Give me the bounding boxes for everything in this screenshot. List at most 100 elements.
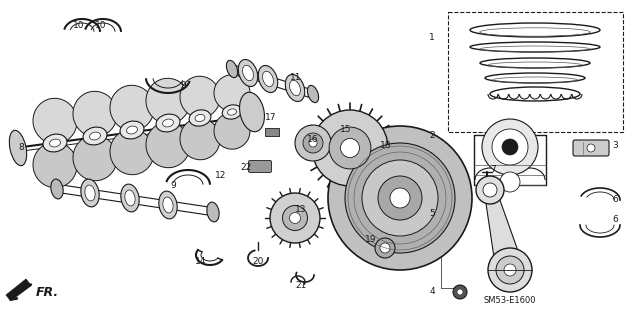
Circle shape — [270, 193, 320, 243]
Circle shape — [282, 205, 307, 231]
Text: 17: 17 — [265, 114, 276, 122]
Circle shape — [375, 238, 395, 258]
Text: 8: 8 — [18, 144, 24, 152]
Circle shape — [312, 110, 388, 186]
Circle shape — [483, 183, 497, 197]
Ellipse shape — [259, 65, 278, 93]
Ellipse shape — [195, 115, 205, 122]
Text: 6: 6 — [612, 196, 618, 204]
Ellipse shape — [262, 71, 273, 87]
FancyBboxPatch shape — [573, 140, 609, 156]
Circle shape — [587, 144, 595, 152]
Ellipse shape — [214, 75, 250, 111]
Circle shape — [303, 133, 323, 153]
Text: 11: 11 — [290, 73, 301, 83]
Circle shape — [345, 143, 455, 253]
Ellipse shape — [83, 127, 107, 145]
Polygon shape — [6, 279, 30, 300]
Text: 15: 15 — [340, 125, 351, 135]
Ellipse shape — [146, 78, 190, 124]
Ellipse shape — [33, 142, 77, 188]
Ellipse shape — [285, 75, 305, 101]
Bar — [265, 128, 279, 136]
Circle shape — [492, 129, 528, 165]
Circle shape — [504, 264, 516, 276]
Text: 7: 7 — [490, 166, 496, 174]
Circle shape — [453, 285, 467, 299]
Circle shape — [340, 138, 360, 158]
Text: 18: 18 — [380, 140, 392, 150]
Circle shape — [380, 243, 390, 253]
Text: 2: 2 — [429, 130, 435, 139]
Ellipse shape — [159, 191, 177, 219]
Ellipse shape — [189, 110, 211, 126]
Ellipse shape — [120, 121, 144, 139]
Text: 6: 6 — [612, 216, 618, 225]
Ellipse shape — [243, 65, 253, 81]
Ellipse shape — [146, 122, 190, 168]
Circle shape — [328, 126, 472, 270]
Ellipse shape — [163, 119, 173, 127]
Text: 16: 16 — [307, 136, 319, 145]
Circle shape — [476, 176, 504, 204]
Bar — [448, 12, 623, 132]
FancyBboxPatch shape — [248, 160, 271, 173]
Ellipse shape — [307, 85, 319, 103]
Ellipse shape — [228, 109, 236, 115]
Circle shape — [378, 176, 422, 220]
Circle shape — [500, 172, 520, 192]
Text: 13: 13 — [295, 205, 307, 214]
Text: 9: 9 — [180, 80, 186, 90]
Circle shape — [502, 139, 518, 155]
Ellipse shape — [73, 135, 117, 181]
Circle shape — [390, 188, 410, 208]
Text: 10: 10 — [73, 20, 84, 29]
Ellipse shape — [33, 98, 77, 144]
Text: SM53-E1600: SM53-E1600 — [484, 296, 536, 305]
Text: 4: 4 — [429, 287, 435, 296]
Circle shape — [309, 139, 317, 147]
Circle shape — [482, 119, 538, 175]
Ellipse shape — [51, 179, 63, 199]
Text: 14: 14 — [195, 257, 206, 266]
Text: 21: 21 — [295, 280, 307, 290]
Ellipse shape — [43, 134, 67, 152]
Ellipse shape — [156, 114, 180, 132]
Circle shape — [295, 125, 331, 161]
Circle shape — [496, 256, 524, 284]
Ellipse shape — [238, 59, 258, 86]
Text: 22: 22 — [240, 164, 252, 173]
Ellipse shape — [180, 118, 220, 160]
Polygon shape — [484, 189, 524, 273]
Ellipse shape — [110, 85, 154, 131]
Ellipse shape — [289, 80, 300, 96]
Text: FR.: FR. — [36, 286, 59, 300]
Text: 10: 10 — [95, 20, 106, 29]
Text: 12: 12 — [215, 170, 227, 180]
Circle shape — [457, 289, 463, 295]
Text: 9: 9 — [170, 181, 176, 189]
Ellipse shape — [121, 184, 139, 212]
Ellipse shape — [85, 185, 95, 201]
Ellipse shape — [214, 113, 250, 149]
Ellipse shape — [127, 126, 138, 134]
Ellipse shape — [90, 132, 100, 140]
Circle shape — [488, 248, 532, 292]
Ellipse shape — [239, 92, 264, 132]
Text: 20: 20 — [252, 257, 264, 266]
Ellipse shape — [81, 179, 99, 207]
Ellipse shape — [180, 76, 220, 118]
Ellipse shape — [163, 197, 173, 213]
Ellipse shape — [207, 202, 219, 222]
Circle shape — [362, 160, 438, 236]
Ellipse shape — [125, 190, 135, 206]
Ellipse shape — [49, 139, 60, 147]
Circle shape — [289, 212, 301, 224]
Circle shape — [329, 127, 371, 169]
Ellipse shape — [73, 91, 117, 137]
Text: 1: 1 — [429, 33, 435, 42]
Ellipse shape — [10, 130, 27, 166]
Text: 3: 3 — [612, 140, 618, 150]
Ellipse shape — [222, 105, 242, 119]
Ellipse shape — [227, 60, 237, 78]
